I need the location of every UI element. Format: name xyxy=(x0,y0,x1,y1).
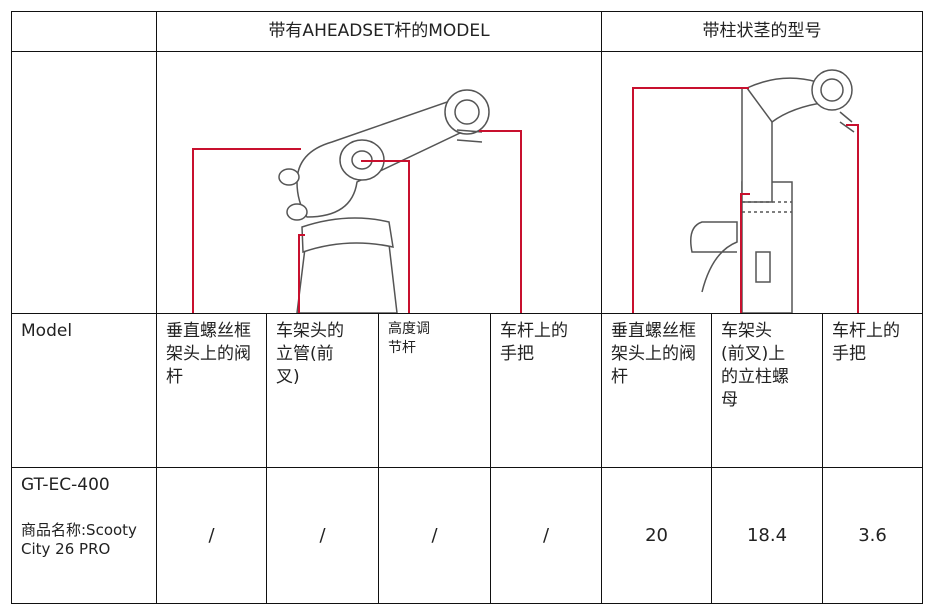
leader-lines xyxy=(632,87,860,313)
label-cell: 车杆上的手把 xyxy=(822,313,924,468)
label-cell: 车杆上的手把 xyxy=(489,313,603,468)
label-cell: Model xyxy=(11,313,157,468)
value-cell: / xyxy=(266,467,379,604)
label-text: 车杆上的手把 xyxy=(832,321,901,364)
value-cell: 18.4 xyxy=(711,467,824,604)
header-cell: 带有AHEADSET杆的MODEL xyxy=(155,11,603,52)
image-row xyxy=(11,51,924,314)
header-cell: 带柱状茎的型号 xyxy=(601,11,924,52)
label-text: 垂直螺丝框架头上的阀杆 xyxy=(166,321,251,387)
label-text: Model xyxy=(21,321,73,341)
model-cell: GT-EC-400 商品名称:Scooty City 26 PRO xyxy=(11,467,157,604)
empty-cell xyxy=(11,11,157,52)
value-cell: / xyxy=(378,467,491,604)
ahead-stem-drawing xyxy=(192,89,522,313)
label-cell: 垂直螺丝框架头上的阀杆 xyxy=(156,313,267,468)
label-text: 车杆上的手把 xyxy=(500,321,568,364)
label-text: 高度调节杆 xyxy=(388,321,430,356)
image-cell xyxy=(155,51,603,314)
label-cell: 车架头的立管(前叉) xyxy=(266,313,379,468)
model-name: GT-EC-400 xyxy=(21,475,110,495)
label-cell: 车架头(前叉)上的立柱螺母 xyxy=(711,313,824,468)
value-cell: / xyxy=(156,467,267,604)
value-cell: / xyxy=(489,467,603,604)
label-cell: 垂直螺丝框架头上的阀杆 xyxy=(601,313,713,468)
value-cell: 3.6 xyxy=(822,467,924,604)
label-text: 车架头的立管(前叉) xyxy=(276,321,344,387)
product-name: 商品名称:Scooty City 26 PRO xyxy=(21,521,137,558)
label-cell: 高度调节杆 xyxy=(378,313,491,468)
label-text: 垂直螺丝框架头上的阀杆 xyxy=(611,321,697,387)
image-cell xyxy=(601,51,924,314)
spec-table: 带有AHEADSET杆的MODEL 带柱状茎的型号 xyxy=(11,11,924,604)
quill-stem-drawing xyxy=(632,69,860,313)
value-cell: 20 xyxy=(601,467,713,604)
header-row: 带有AHEADSET杆的MODEL 带柱状茎的型号 xyxy=(11,11,924,52)
value-row: GT-EC-400 商品名称:Scooty City 26 PRO / / //20 18… xyxy=(11,467,924,604)
stem-sketch xyxy=(690,69,855,313)
label-text: 车架头(前叉)上的立柱螺母 xyxy=(721,321,790,410)
stem-sketch xyxy=(278,89,490,313)
empty-cell xyxy=(11,51,157,314)
label-row: Model 垂直螺丝框架头上的阀杆 车架头的立管(前叉) 高度调节杆 车杆上的手把 垂直螺… xyxy=(11,313,924,468)
leader-lines xyxy=(192,130,522,313)
